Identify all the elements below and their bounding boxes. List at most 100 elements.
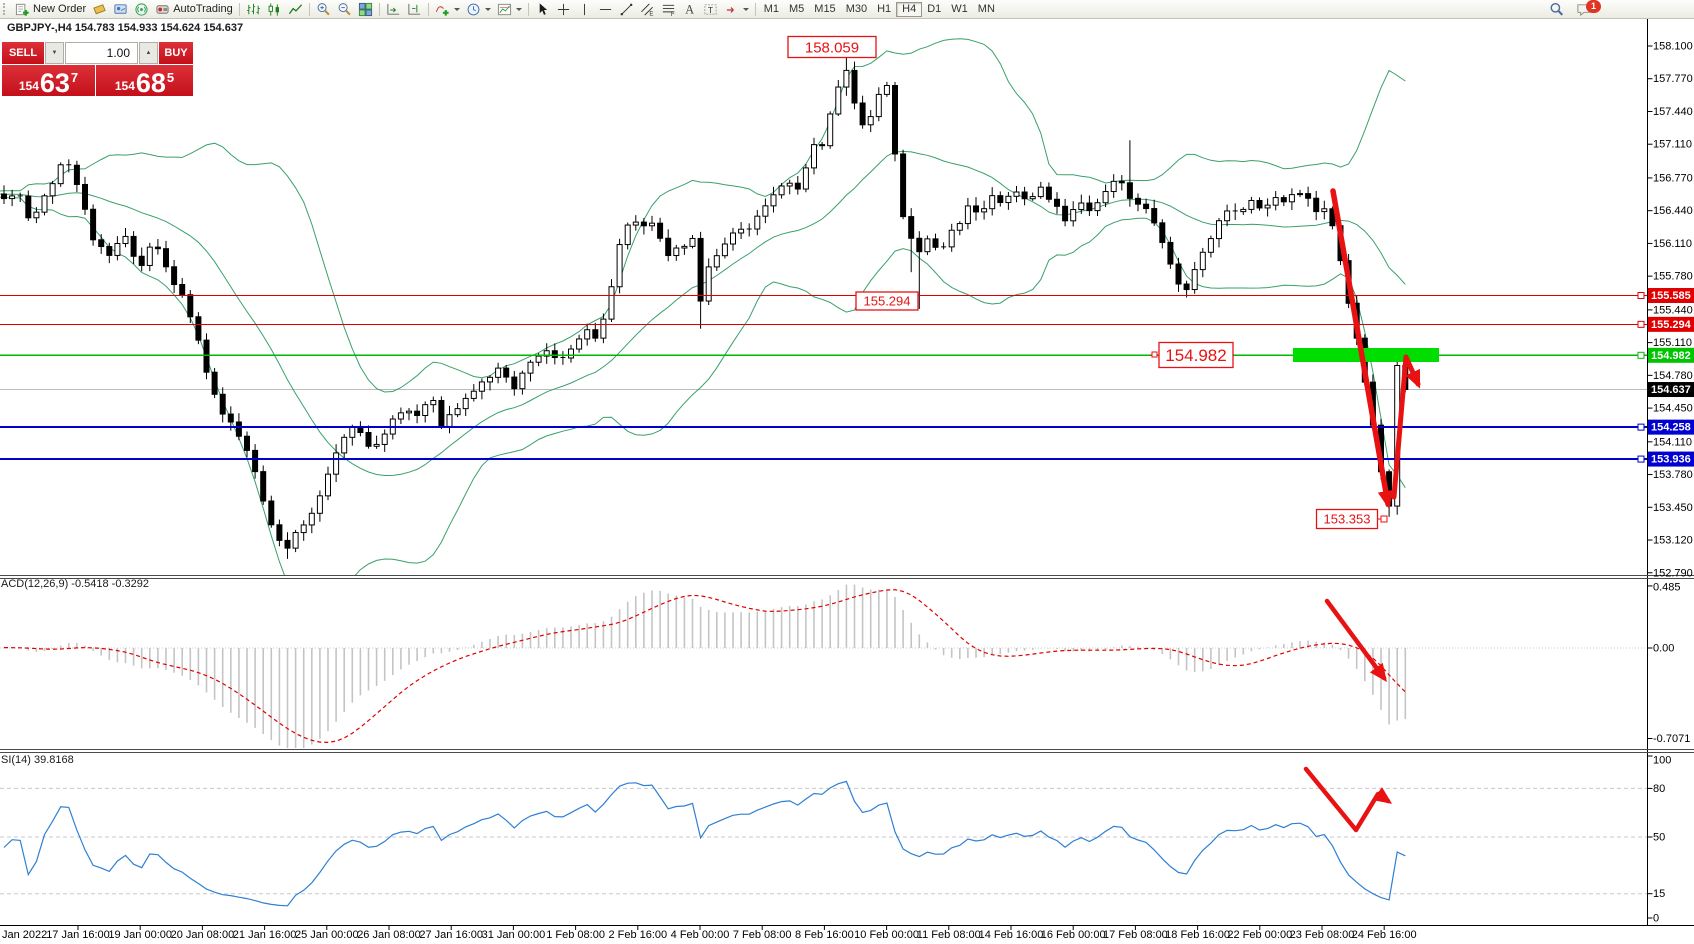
price-tick-label: 157.110 <box>1653 139 1692 151</box>
trendline-icon <box>620 3 633 15</box>
periods-button[interactable] <box>463 1 494 17</box>
label-icon: T <box>704 3 717 14</box>
price-annotation-box-155.294[interactable] <box>855 291 919 311</box>
macd-pane <box>0 584 1647 748</box>
toolbar-separator <box>308 2 310 16</box>
timeframe-m30-button[interactable]: M30 <box>845 2 868 15</box>
arrows-tool[interactable] <box>721 1 752 17</box>
timeframe-m1-button[interactable]: M1 <box>763 2 779 15</box>
price-tick-label: 158.100 <box>1653 41 1693 53</box>
vertical-line-tool[interactable] <box>574 1 595 17</box>
price-badge-label: 155.294 <box>1651 319 1692 331</box>
toolbar-separator <box>527 2 529 16</box>
zoom-out-button[interactable] <box>334 1 355 17</box>
bar-chart-button[interactable] <box>243 1 264 17</box>
zoom-in-icon <box>317 2 330 15</box>
macd-histogram <box>3 584 1407 748</box>
crosshair-tool[interactable] <box>553 1 574 17</box>
trend-arrow-1[interactable] <box>1330 188 1394 509</box>
time-label: 23 Feb 08:00 <box>1290 929 1355 941</box>
indicators-button[interactable] <box>432 1 463 17</box>
trade-watch-button[interactable] <box>89 1 110 17</box>
timeframe-w1-button[interactable]: W1 <box>951 2 968 15</box>
bid-price[interactable]: 154 63 7 <box>2 65 95 97</box>
timeframe-m15-button[interactable]: M15 <box>814 2 836 15</box>
time-label: 24 Feb 16:00 <box>1352 929 1417 941</box>
price-annotation-box-153.353[interactable] <box>1315 508 1379 530</box>
timeframe-h1-button[interactable]: H1 <box>877 2 892 15</box>
price-tick-label: 157.770 <box>1653 73 1693 85</box>
trade-watch-icon <box>93 3 106 14</box>
price-badge-154.258 <box>1648 419 1694 435</box>
rsi-pane <box>0 780 1647 907</box>
timeframe-m5-button[interactable]: M5 <box>789 2 805 15</box>
templates-button[interactable] <box>494 1 525 17</box>
price-badge-label: 153.936 <box>1651 454 1691 466</box>
search-button[interactable] <box>1546 1 1567 17</box>
equidistant-channel-tool[interactable]: E <box>637 1 658 17</box>
volume-increase-button[interactable]: ▲ <box>139 42 158 64</box>
rsi-tick-label: 50 <box>1653 832 1665 844</box>
signals-icon <box>135 2 148 16</box>
toolbar-grip <box>3 3 9 15</box>
trend-arrow-4[interactable] <box>1303 766 1393 833</box>
buy-button[interactable]: BUY <box>159 42 193 64</box>
dropdown-caret-icon[interactable] <box>453 8 460 14</box>
channel-icon: E <box>640 3 653 17</box>
trend-arrow-2[interactable] <box>1391 354 1421 500</box>
horizontal-line-icon <box>599 8 611 10</box>
time-label: 17 Feb 08:00 <box>1103 929 1168 941</box>
price-tick-label: 153.120 <box>1653 535 1693 547</box>
auto-scroll-button[interactable] <box>383 1 404 17</box>
fibonacci-tool[interactable]: F <box>658 1 679 17</box>
level-anchor-square <box>1637 291 1645 299</box>
price-axis[interactable]: 158.100 157.770 157.440 157.110 156.770 156.4… <box>1647 41 1694 580</box>
toolbar-separator <box>427 2 429 16</box>
expert-advisors-icon <box>114 3 127 14</box>
price-badge-155.294 <box>1648 316 1694 332</box>
ask-point: 5 <box>166 70 175 85</box>
notifications-button[interactable]: 1 <box>1573 0 1601 17</box>
zoom-in-button[interactable] <box>313 1 334 17</box>
candlestick-button[interactable] <box>264 1 285 17</box>
dropdown-caret-icon[interactable] <box>484 8 491 14</box>
macd-indicator-label: ACD(12,26,9) -0.5418 -0.3292 <box>1 578 149 590</box>
timeframe-h4-button[interactable]: H4 <box>896 1 923 17</box>
line-chart-button[interactable] <box>285 1 306 17</box>
trend-arrow-3[interactable] <box>1324 598 1387 683</box>
chart-annotations[interactable]: 158.059 155.294 154.982 153.353 <box>787 35 1439 833</box>
volume-input[interactable]: 1.00 <box>65 42 138 64</box>
signals-button[interactable] <box>131 1 152 17</box>
time-label: 20 Jan 08:00 <box>171 929 235 941</box>
chart-shift-button[interactable] <box>404 1 425 17</box>
horizontal-line-tool[interactable] <box>595 1 616 17</box>
expert-advisors-button[interactable] <box>110 1 131 17</box>
tile-windows-button[interactable] <box>355 1 376 17</box>
trendline-tool[interactable] <box>616 1 637 17</box>
rsi-tick-label: 100 <box>1653 755 1671 767</box>
dropdown-caret-icon[interactable] <box>742 8 749 14</box>
dropdown-caret-icon[interactable] <box>515 8 522 14</box>
volume-decrease-button[interactable]: ▼ <box>45 42 64 64</box>
text-label-tool[interactable]: T <box>700 1 721 17</box>
sell-button[interactable]: SELL <box>2 42 44 64</box>
price-annotation-text: 158.059 <box>805 39 859 56</box>
text-tool[interactable]: A <box>679 1 700 17</box>
price-annotation-box-158.059[interactable] <box>787 35 877 59</box>
timeframe-mn-button[interactable]: MN <box>977 2 995 15</box>
macd-signal-line <box>3 589 1406 744</box>
timeframe-d1-button[interactable]: D1 <box>927 2 942 15</box>
macd-axis: 0.485 0.00 -0.7071 <box>1647 582 1690 745</box>
price-badge-label: 154.637 <box>1651 384 1691 396</box>
autotrading-button[interactable]: AutoTrading <box>152 1 236 17</box>
price-annotation-box-154.982[interactable] <box>1158 341 1234 369</box>
price-tick-label: 154.110 <box>1653 436 1692 448</box>
new-order-button[interactable]: New Order <box>12 1 89 17</box>
time-label: 21 Jan 16:00 <box>233 929 297 941</box>
support-zone-highlight[interactable] <box>1293 348 1439 362</box>
time-label: 7 Feb 08:00 <box>733 929 792 941</box>
ask-price[interactable]: 154 68 5 <box>96 65 193 97</box>
cursor-tool[interactable] <box>532 1 553 17</box>
